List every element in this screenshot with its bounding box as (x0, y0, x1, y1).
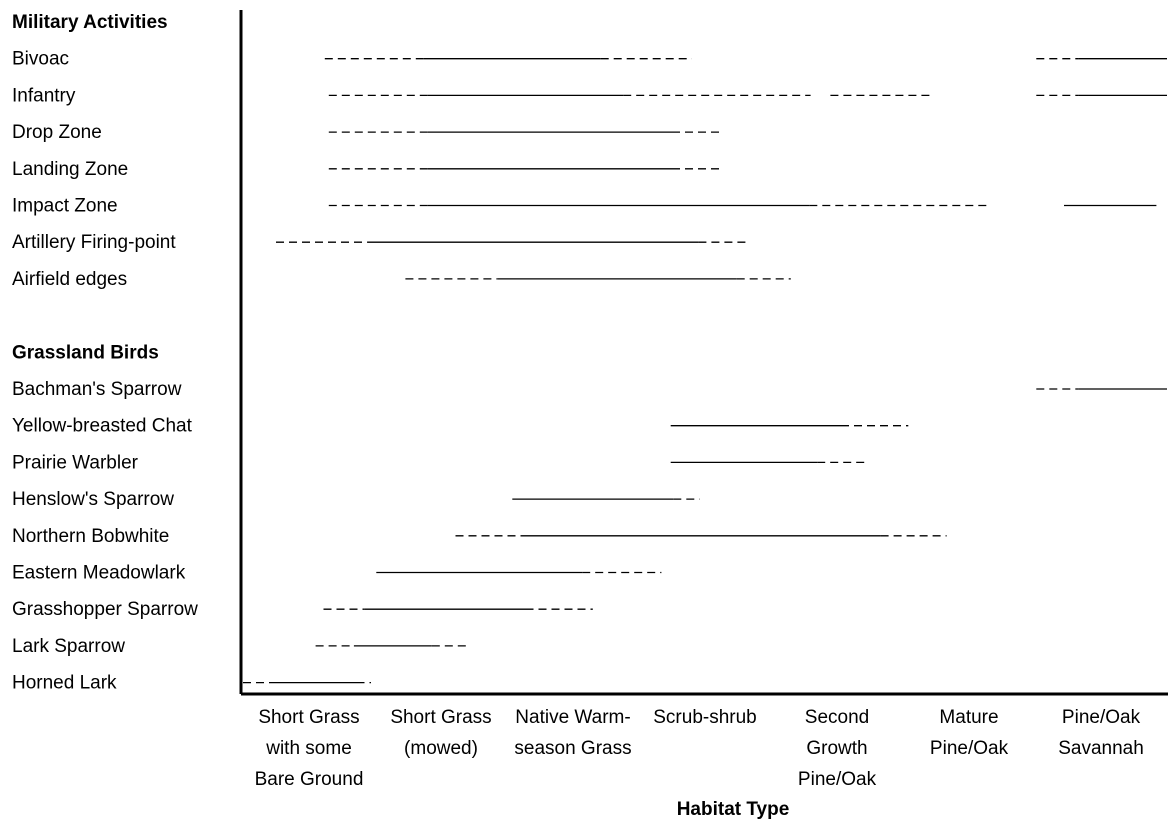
row-labels: Military Activities Bivoac Infantry Drop Zo… (12, 12, 198, 694)
row-label: Impact Zone (12, 196, 118, 217)
row-label: Airfield edges (12, 269, 127, 290)
row-label: Drop Zone (12, 122, 102, 143)
row-label: Horned Lark (12, 673, 117, 694)
x-axis-categories: Short Grass with some Bare Ground Short Gra… (255, 707, 1144, 790)
axes (241, 10, 1168, 694)
x-category-label: Mature (939, 707, 998, 728)
range-segments (243, 59, 1167, 683)
row-label: Prairie Warbler (12, 452, 139, 473)
x-category-label: Native Warm- (515, 707, 630, 728)
row-label: Landing Zone (12, 159, 128, 180)
row-label: Eastern Meadowlark (12, 563, 186, 584)
x-category-label: Short Grass (258, 707, 359, 728)
row-label: Yellow-breasted Chat (12, 416, 193, 437)
x-category-label: with some (265, 738, 352, 759)
x-category-label: Growth (806, 738, 867, 759)
row-label: Infantry (12, 85, 76, 106)
group-label: Military Activities (12, 12, 168, 33)
x-category-label: Pine/Oak (1062, 707, 1141, 728)
row-label: Lark Sparrow (12, 636, 125, 657)
row-label: Bivoac (12, 49, 69, 70)
x-category-label: Bare Ground (255, 769, 364, 790)
x-category-label: Pine/Oak (930, 738, 1009, 759)
x-category-label: Scrub-shrub (653, 707, 757, 728)
row-label: Bachman's Sparrow (12, 379, 182, 400)
row-label: Artillery Firing-point (12, 232, 176, 253)
row-label: Grasshopper Sparrow (12, 599, 198, 620)
x-category-label: Short Grass (390, 707, 491, 728)
x-category-label: season Grass (514, 738, 631, 759)
x-category-label: Second (805, 707, 869, 728)
group-label: Grassland Birds (12, 342, 159, 363)
x-category-label: Savannah (1058, 738, 1144, 759)
x-category-label: Pine/Oak (798, 769, 877, 790)
x-category-label: (mowed) (404, 738, 478, 759)
row-label: Henslow's Sparrow (12, 489, 174, 510)
x-axis-title: Habitat Type (677, 799, 790, 820)
row-label: Northern Bobwhite (12, 526, 169, 547)
